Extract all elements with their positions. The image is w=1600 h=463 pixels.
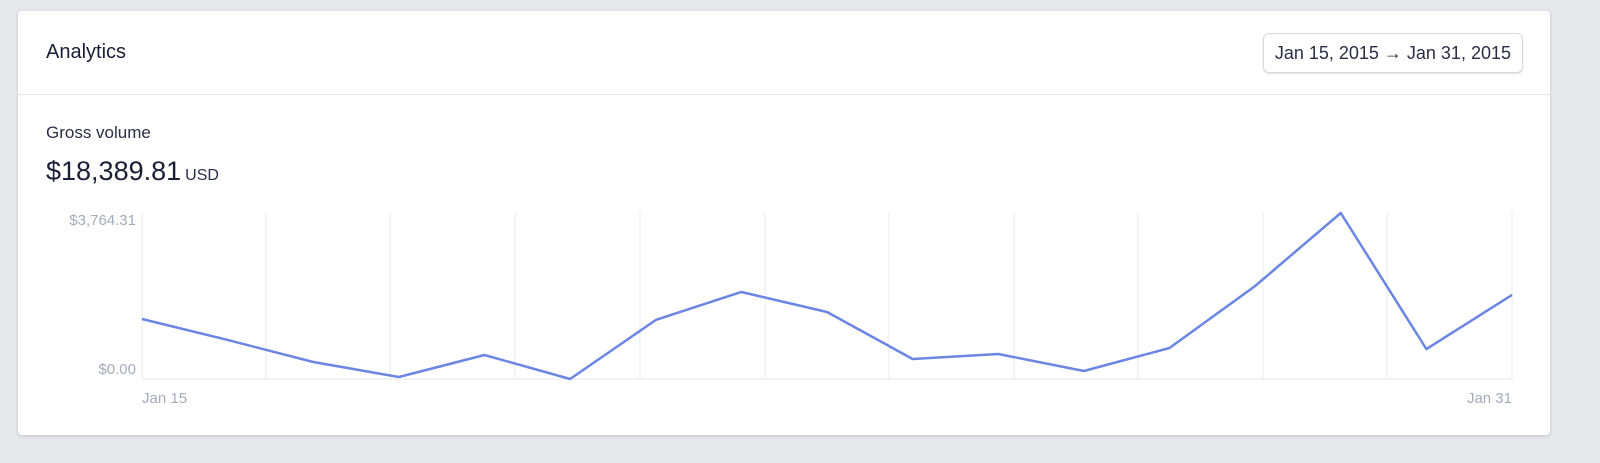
date-range-button[interactable]: Jan 15, 2015 → Jan 31, 2015	[1262, 33, 1523, 73]
card-title: Analytics	[46, 41, 127, 63]
metric-value-row: $18,389.81 USD	[46, 156, 219, 187]
card-header: Analytics Jan 15, 2015 → Jan 31, 2015	[18, 11, 1550, 95]
line	[141, 211, 1513, 381]
analytics-card: Analytics Jan 15, 2015 → Jan 31, 2015 Gr…	[18, 11, 1550, 435]
metric-value: $18,389.81	[46, 156, 182, 186]
y-tick-label: $0.00	[98, 361, 136, 378]
y-tick-label: $3,764.31	[69, 212, 136, 229]
metric-unit: USD	[185, 167, 219, 184]
x-tick-label: Jan 15	[142, 390, 187, 407]
grid	[141, 213, 1513, 379]
metric-label: Gross volume	[46, 123, 151, 142]
x-tick-label: Jan 31	[1467, 390, 1512, 407]
